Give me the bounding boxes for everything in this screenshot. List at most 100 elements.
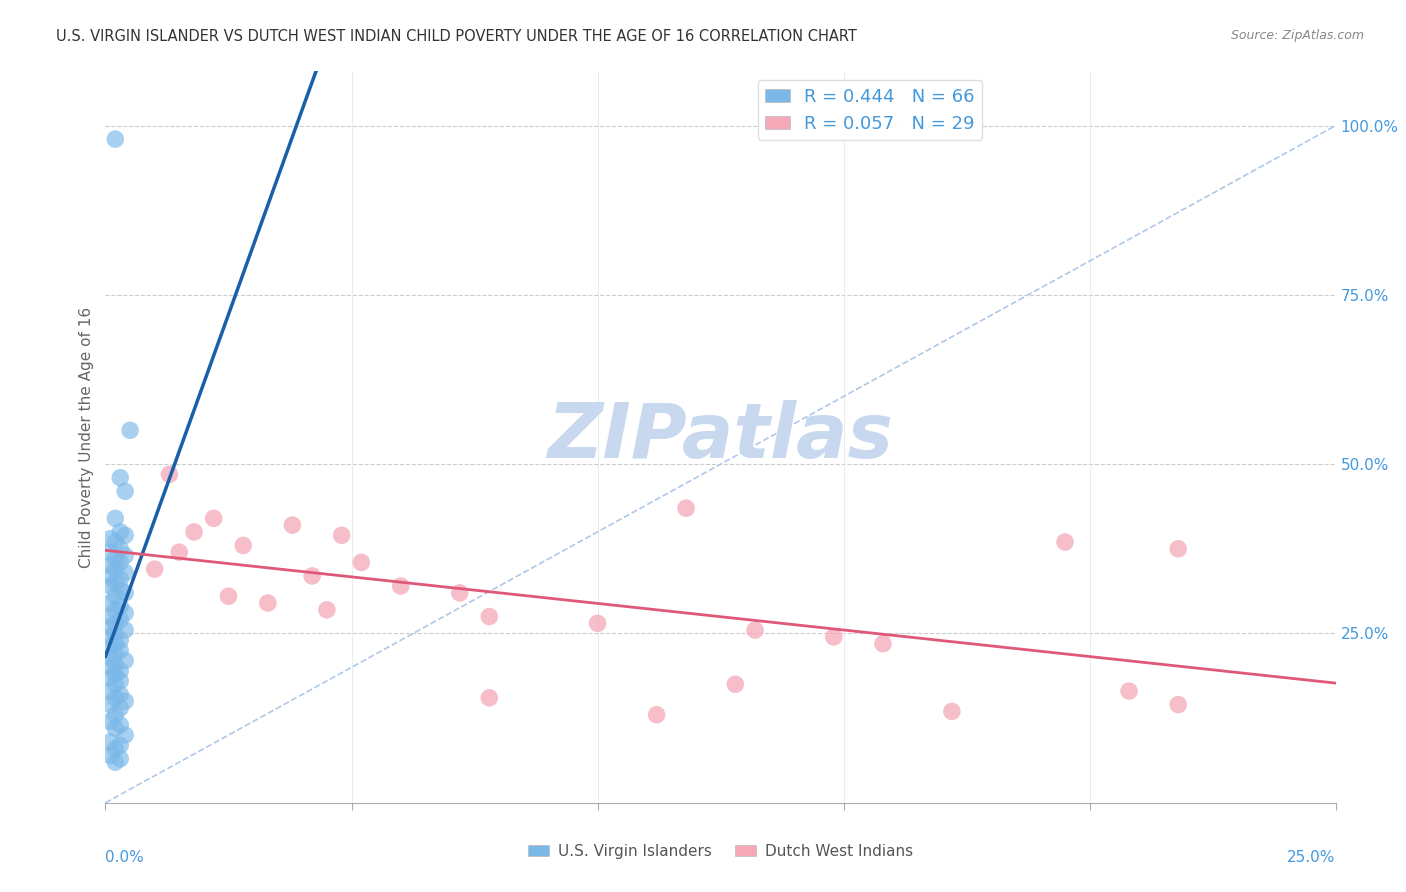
Point	[645, 707, 668, 722]
Point	[110, 701, 132, 715]
Point	[218, 589, 240, 603]
Point	[98, 620, 122, 634]
Point	[110, 673, 132, 688]
Point	[98, 609, 122, 624]
Point	[104, 603, 127, 617]
Point	[98, 569, 122, 583]
Point	[114, 528, 136, 542]
Point	[281, 518, 304, 533]
Point	[114, 728, 136, 742]
Point	[110, 599, 132, 614]
Point	[110, 572, 132, 586]
Point	[183, 524, 205, 539]
Point	[301, 569, 323, 583]
Text: U.S. VIRGIN ISLANDER VS DUTCH WEST INDIAN CHILD POVERTY UNDER THE AGE OF 16 CORR: U.S. VIRGIN ISLANDER VS DUTCH WEST INDIA…	[56, 29, 858, 45]
Point	[110, 643, 132, 657]
Point	[120, 423, 141, 437]
Point	[104, 511, 127, 525]
Point	[478, 690, 501, 705]
Point	[98, 596, 122, 610]
Point	[1118, 684, 1140, 698]
Point	[110, 688, 132, 702]
Point	[110, 582, 132, 597]
Text: Source: ZipAtlas.com: Source: ZipAtlas.com	[1230, 29, 1364, 43]
Point	[104, 667, 127, 681]
Text: 0.0%: 0.0%	[105, 850, 145, 865]
Point	[104, 562, 127, 576]
Point	[98, 660, 122, 674]
Text: ZIPatlas: ZIPatlas	[547, 401, 894, 474]
Point	[114, 484, 136, 499]
Point	[104, 132, 127, 146]
Point	[114, 623, 136, 637]
Y-axis label: Child Poverty Under the Age of 16: Child Poverty Under the Age of 16	[79, 307, 94, 567]
Text: 25.0%: 25.0%	[1288, 850, 1336, 865]
Point	[98, 735, 122, 749]
Point	[104, 721, 127, 735]
Point	[98, 558, 122, 573]
Point	[110, 541, 132, 556]
Point	[143, 562, 166, 576]
Point	[330, 528, 353, 542]
Point	[744, 623, 766, 637]
Point	[110, 718, 132, 732]
Point	[98, 532, 122, 546]
Point	[104, 535, 127, 549]
Point	[449, 586, 471, 600]
Point	[98, 714, 122, 729]
Point	[110, 664, 132, 678]
Point	[724, 677, 747, 691]
Point	[110, 524, 132, 539]
Point	[169, 545, 191, 559]
Point	[232, 538, 254, 552]
Point	[98, 684, 122, 698]
Point	[675, 501, 697, 516]
Point	[98, 630, 122, 644]
Point	[98, 545, 122, 559]
Point	[104, 626, 127, 640]
Point	[104, 755, 127, 769]
Point	[478, 609, 501, 624]
Legend: U.S. Virgin Islanders, Dutch West Indians: U.S. Virgin Islanders, Dutch West Indian…	[522, 838, 920, 864]
Point	[110, 752, 132, 766]
Point	[104, 637, 127, 651]
Point	[315, 603, 337, 617]
Point	[110, 613, 132, 627]
Point	[872, 637, 894, 651]
Point	[98, 698, 122, 712]
Point	[98, 748, 122, 763]
Point	[114, 694, 136, 708]
Point	[104, 657, 127, 671]
Point	[110, 738, 132, 752]
Point	[110, 633, 132, 648]
Point	[110, 555, 132, 569]
Point	[1167, 541, 1189, 556]
Point	[104, 552, 127, 566]
Point	[114, 606, 136, 620]
Point	[350, 555, 373, 569]
Point	[389, 579, 412, 593]
Point	[98, 650, 122, 665]
Point	[114, 566, 136, 580]
Point	[202, 511, 225, 525]
Point	[941, 705, 963, 719]
Point	[104, 741, 127, 756]
Point	[114, 549, 136, 563]
Point	[98, 640, 122, 654]
Point	[104, 589, 127, 603]
Point	[110, 471, 132, 485]
Point	[104, 677, 127, 691]
Point	[823, 630, 845, 644]
Point	[104, 690, 127, 705]
Point	[104, 575, 127, 590]
Point	[98, 671, 122, 685]
Point	[257, 596, 280, 610]
Point	[114, 586, 136, 600]
Point	[1167, 698, 1189, 712]
Point	[586, 616, 609, 631]
Point	[104, 616, 127, 631]
Point	[104, 707, 127, 722]
Point	[98, 579, 122, 593]
Point	[159, 467, 180, 482]
Point	[1054, 535, 1077, 549]
